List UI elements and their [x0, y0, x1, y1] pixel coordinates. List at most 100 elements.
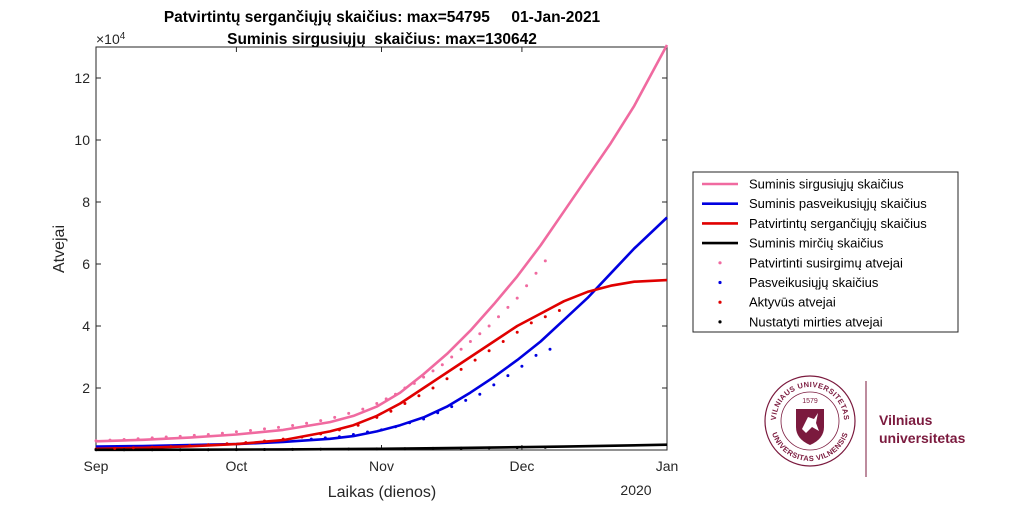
- x-year-label: 2020: [620, 482, 651, 498]
- legend-swatch-7: [718, 320, 722, 324]
- y-exponent-label: ×104: [96, 31, 126, 47]
- x-axis-label: Laikas (dienos): [328, 484, 437, 501]
- series-7-point-16: [543, 445, 547, 449]
- series-5-point-9: [436, 411, 440, 415]
- series-6-point-18: [417, 394, 421, 398]
- series-4-point-8: [206, 433, 210, 436]
- series-4-point-18: [347, 411, 351, 415]
- series-4-point-3: [136, 437, 140, 441]
- series-6-point-8: [244, 441, 248, 445]
- series-4-point-4: [150, 436, 154, 440]
- legend-label-6: Aktyvūs atvejai: [749, 295, 836, 310]
- series-5-point-13: [492, 383, 496, 387]
- series-4-point-0: [94, 439, 98, 443]
- series-7-point-3: [178, 448, 182, 452]
- series-4-point-22: [394, 392, 397, 396]
- series-6-point-16: [389, 409, 393, 413]
- legend-label-7: Nustatyti mirties atvejai: [749, 314, 883, 329]
- y-tick-label-1: 4: [82, 318, 90, 334]
- x-tick-label-0: Sep: [84, 458, 109, 474]
- series-6-point-2: [131, 446, 135, 450]
- series-7-point-8: [319, 447, 323, 451]
- axis-ticks: Sep Oct Nov Dec Jan 2 4 6 8 10 12: [74, 47, 678, 474]
- series-4-point-15: [305, 421, 309, 425]
- x-tick-label-4: Jan: [656, 458, 679, 474]
- series-5-point-7: [408, 421, 412, 425]
- series-4-point-29: [459, 347, 463, 351]
- series-5-point-0: [309, 437, 313, 441]
- series-7-point-4: [206, 448, 210, 452]
- x-tick-label-1: Oct: [226, 458, 248, 474]
- series-6-point-19: [431, 386, 435, 390]
- series-4-point-13: [277, 425, 280, 429]
- series-5-point-17: [548, 347, 552, 351]
- legend-label-3: Suminis mirčių skaičius: [749, 236, 884, 251]
- series-4-point-37: [534, 271, 538, 275]
- series-4-point-32: [487, 324, 491, 328]
- series-4-point-20: [375, 402, 379, 405]
- series-5-point-15: [520, 364, 524, 368]
- series-6-point-23: [487, 349, 491, 353]
- series-6-point-9: [263, 439, 266, 443]
- series-4-point-19: [361, 407, 365, 411]
- series-4-point-21: [384, 397, 388, 401]
- series-4-point-34: [506, 305, 510, 309]
- series-group: [94, 44, 669, 452]
- x-tick-label-3: Dec: [509, 458, 534, 474]
- y-tick-label-5: 12: [74, 70, 90, 86]
- series-4-point-38: [543, 259, 547, 263]
- series-4-point-9: [220, 431, 224, 435]
- series-4-point-2: [122, 438, 126, 441]
- series-4-point-5: [164, 435, 168, 439]
- series-4-point-24: [412, 381, 416, 385]
- series-line-0: [95, 44, 669, 443]
- series-4-point-11: [249, 429, 252, 432]
- y-tick-label-0: 2: [82, 380, 90, 396]
- legend-box: [692, 171, 959, 333]
- y-tick-label-2: 6: [82, 256, 90, 272]
- series-7-point-15: [515, 446, 519, 450]
- series-5-point-14: [506, 374, 510, 378]
- series-6-point-6: [206, 443, 210, 447]
- series-7-point-10: [375, 447, 379, 451]
- y-tick-label-4: 10: [74, 132, 90, 148]
- series-6-point-26: [529, 321, 533, 325]
- series-4-point-12: [263, 427, 266, 431]
- series-4-point-16: [319, 419, 323, 423]
- series-4-point-25: [422, 375, 426, 379]
- series-6-point-11: [300, 435, 304, 439]
- series-6-point-10: [281, 437, 285, 441]
- series-6-point-24: [501, 340, 505, 343]
- series-4-point-23: [403, 386, 407, 390]
- series-4-point-10: [234, 430, 238, 434]
- series-7-point-12: [431, 446, 435, 450]
- series-6-point-7: [225, 442, 229, 446]
- series-4-point-27: [440, 363, 444, 367]
- series-6-point-25: [515, 330, 519, 334]
- series-6-point-5: [188, 444, 192, 448]
- university-seal: VILNIAUS UNIVERSITETAS UNIVERSITAS VILNE…: [764, 375, 856, 467]
- series-4-point-30: [468, 340, 472, 343]
- series-7-point-1: [122, 448, 126, 452]
- series-4-point-36: [525, 284, 529, 288]
- series-5-point-16: [534, 353, 538, 357]
- legend: Suminis sirgusiųjų skaičius Suminis pasve…: [692, 171, 959, 333]
- series-6-point-21: [459, 367, 463, 371]
- series-7-point-11: [403, 447, 407, 451]
- series-6-point-1: [113, 446, 117, 450]
- chart-title-line-1: Patvirtintų sergančiųjų skaičius: max=54…: [164, 9, 601, 26]
- legend-label-1: Suminis pasveikusiųjų skaičius: [749, 196, 927, 211]
- logo-name-line-1: Vilniaus: [879, 412, 933, 428]
- legend-label-0: Suminis sirgusiųjų skaičius: [749, 177, 904, 192]
- series-5-point-10: [450, 405, 454, 409]
- series-6-point-17: [403, 402, 407, 405]
- series-5-point-5: [380, 428, 383, 432]
- series-line-2: [95, 278, 668, 451]
- series-4-point-1: [108, 438, 112, 442]
- y-axis-label: Atvejai: [51, 225, 68, 273]
- legend-label-4: Patvirtinti susirgimų atvejai: [749, 255, 903, 270]
- legend-label-5: Pasveikusiųjų skaičius: [749, 275, 879, 290]
- series-5-point-4: [366, 430, 369, 434]
- series-5-point-12: [478, 392, 482, 396]
